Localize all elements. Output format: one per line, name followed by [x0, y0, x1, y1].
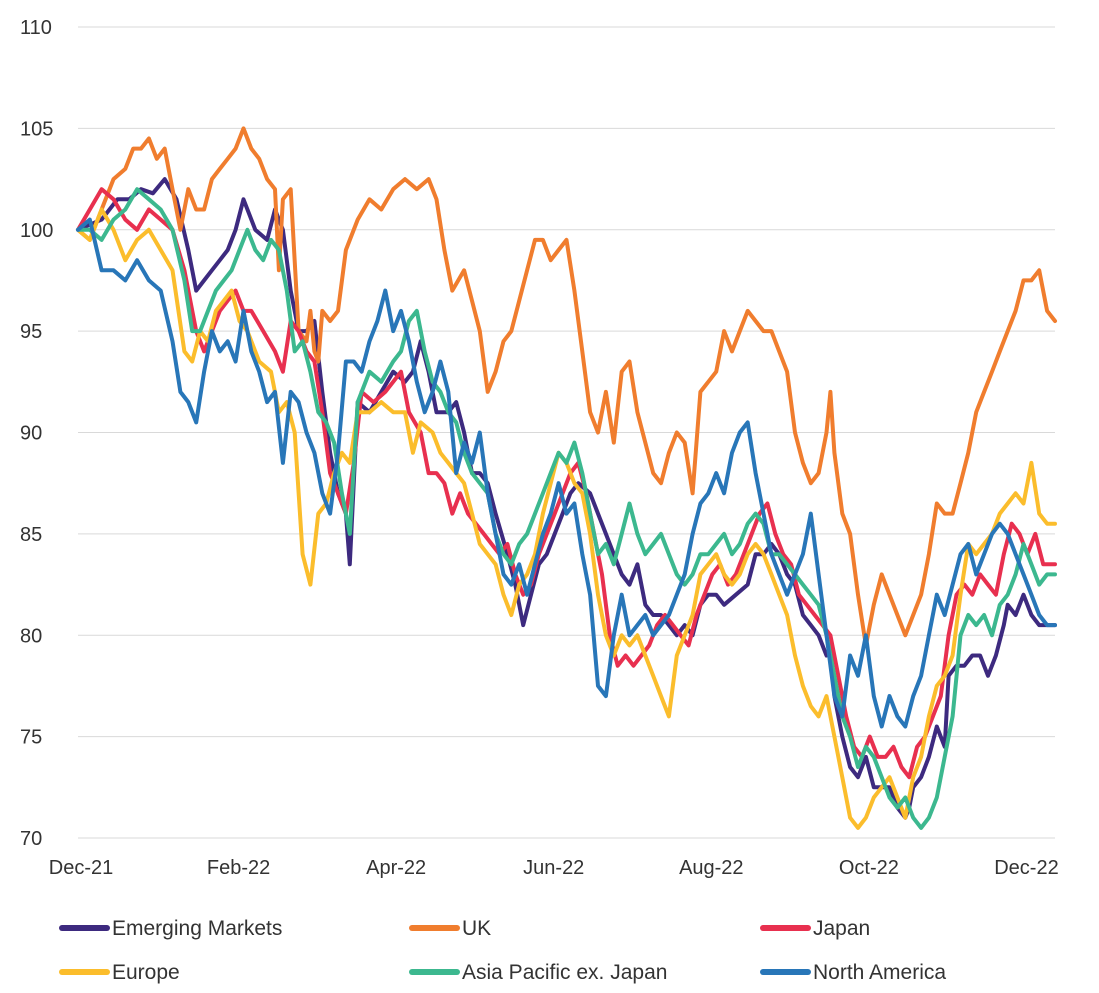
legend-item: Europe — [59, 961, 180, 984]
legend-item: Asia Pacific ex. Japan — [409, 961, 667, 984]
legend-item: Japan — [760, 917, 870, 940]
series-lines — [76, 126, 1057, 830]
series-line-north-america — [76, 217, 1057, 729]
y-tick-label: 100 — [20, 220, 53, 242]
y-tick-label: 75 — [20, 727, 42, 749]
legend-item: UK — [409, 917, 491, 940]
x-tick-label: Oct-22 — [839, 857, 899, 879]
x-axis-ticks: Dec-21 Feb-22 Apr-22 Jun-22 Aug-22 Oct-22 Dec-… — [49, 857, 1059, 879]
legend: Emerging Markets UK Japan Europe Asia Pacifi… — [59, 917, 946, 984]
series-line-uk — [76, 126, 1057, 648]
y-axis-ticks: 70 75 80 85 90 95 100 105 110 — [20, 17, 53, 850]
x-tick-label: Feb-22 — [207, 857, 270, 879]
x-tick-label: Jun-22 — [523, 857, 584, 879]
y-tick-label: 90 — [20, 423, 42, 445]
y-tick-label: 95 — [20, 321, 42, 343]
x-tick-label: Dec-22 — [994, 857, 1058, 879]
y-tick-label: 105 — [20, 118, 53, 140]
series-line-europe — [76, 207, 1057, 830]
y-tick-label: 70 — [20, 828, 42, 850]
legend-label: Asia Pacific ex. Japan — [462, 961, 667, 984]
x-tick-label: Dec-21 — [49, 857, 113, 879]
legend-item: North America — [760, 961, 946, 984]
x-tick-label: Aug-22 — [679, 857, 744, 879]
legend-label: Europe — [112, 961, 180, 984]
legend-label: UK — [462, 917, 491, 940]
y-tick-label: 110 — [20, 17, 52, 39]
legend-label: Japan — [813, 917, 870, 940]
legend-label: Emerging Markets — [112, 917, 282, 940]
x-tick-label: Apr-22 — [366, 857, 426, 879]
y-tick-label: 80 — [20, 625, 42, 647]
legend-label: North America — [813, 961, 946, 984]
series-line-asia-pacific-ex-japan — [76, 187, 1057, 830]
y-tick-label: 85 — [20, 524, 42, 546]
legend-item: Emerging Markets — [59, 917, 282, 940]
